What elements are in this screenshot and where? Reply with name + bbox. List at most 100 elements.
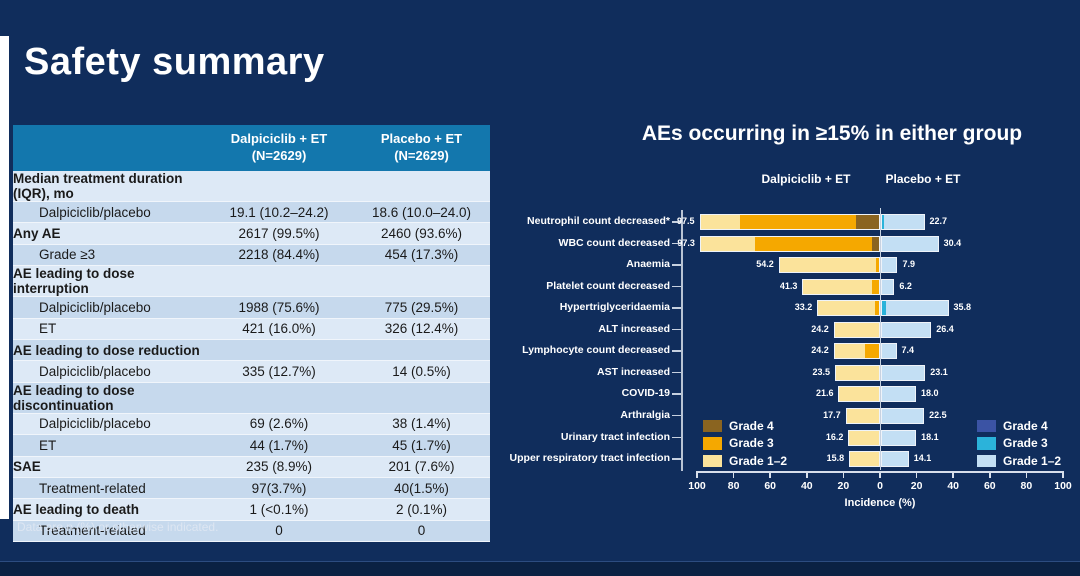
x-axis-tick-label: 40	[800, 480, 813, 492]
segment-grade-g12	[882, 279, 894, 294]
bar-placebo	[881, 343, 897, 360]
cell-placebo: 775 (29.5%)	[353, 296, 490, 319]
cell-label: Dalpiciclib/placebo	[13, 201, 205, 224]
x-axis-tick	[879, 471, 881, 478]
group-label-dalpiciclib: Dalpiciclib + ET	[761, 172, 851, 186]
segment-grade-g12	[886, 301, 948, 316]
cell-placebo: 0	[353, 520, 490, 543]
bar-value-placebo: 22.7	[929, 216, 948, 226]
cell-dalpiciclib: 69 (2.6%)	[205, 413, 353, 436]
table-row: Median treatment duration (IQR), mo	[13, 171, 490, 202]
x-axis-tick	[769, 471, 771, 478]
legend-swatch-icon	[977, 454, 996, 468]
x-axis-tick	[915, 471, 918, 478]
chart-category-label: Urinary tract infection	[560, 430, 670, 443]
x-axis-tick-label: 0	[877, 480, 883, 492]
cell-label: Treatment-related	[13, 477, 205, 500]
table-row: Dalpiciclib/placebo 19.1 (10.2–24.2) 18.6 …	[13, 201, 490, 224]
bar-dalpiciclib	[817, 300, 880, 317]
table-row: Treatment-related 97(3.7%) 40(1.5%)	[13, 477, 490, 500]
legend-label: Grade 1–2	[1003, 453, 1062, 468]
segment-grade-g12	[882, 236, 938, 251]
bar-placebo	[881, 407, 925, 424]
segment-grade-g12	[882, 430, 916, 445]
category-tick	[672, 328, 681, 331]
cell-label: Dalpiciclib/placebo	[13, 296, 205, 319]
bar-dalpiciclib	[835, 364, 880, 381]
column-n: (N=2629)	[251, 148, 307, 163]
legend-label: Grade 1–2	[729, 453, 788, 468]
cell-placebo: 2 (0.1%)	[353, 498, 490, 521]
legend-label: Grade 4	[729, 418, 774, 433]
bar-dalpiciclib	[778, 257, 880, 274]
x-axis-tick-label: 20	[910, 480, 923, 492]
table-row: SAE 235 (8.9%) 201 (7.6%)	[13, 456, 490, 478]
legend-item: Grade 4	[977, 417, 1061, 435]
segment-grade-g12	[882, 408, 924, 423]
x-axis-tick-label: 80	[727, 480, 740, 492]
bar-placebo	[881, 364, 926, 381]
chart-category-label: Neutrophil count decreased*	[527, 215, 670, 227]
legend-swatch-icon	[977, 419, 996, 433]
x-axis-tick-label: 100	[688, 480, 706, 492]
chart-category-label: AST increased	[597, 365, 670, 378]
segment-grade-g12	[834, 322, 879, 337]
category-tick	[672, 242, 681, 245]
x-axis-tick-label: 60	[764, 480, 777, 492]
bar-value-dalpiciclib: 41.3	[779, 280, 798, 291]
chart-category-label: Platelet count decreased	[546, 279, 670, 292]
bar-value-dalpiciclib: 33.2	[794, 302, 813, 313]
legend-swatch-icon	[703, 454, 722, 468]
bar-placebo	[881, 321, 932, 338]
x-axis-tick	[842, 471, 845, 478]
cell-dalpiciclib: 2218 (84.4%)	[205, 244, 353, 267]
legend-swatch-icon	[977, 437, 996, 450]
segment-grade-g3	[739, 215, 856, 229]
bar-value-placebo: 7.9	[902, 259, 915, 270]
table-header-dalpiciclib: Dalpiciclib + ET (N=2629)	[205, 125, 353, 171]
chart-category-label: Upper respiratory tract infection	[509, 452, 670, 465]
table-header-placebo: Placebo + ET (N=2629)	[353, 125, 490, 171]
table-header-empty	[13, 125, 205, 171]
bar-value-dalpiciclib: 23.5	[812, 366, 830, 377]
bar-dalpiciclib	[838, 386, 880, 403]
cell-placebo: 326 (12.4%)	[353, 318, 490, 340]
table-header-row: Dalpiciclib + ET (N=2629) Placebo + ET (…	[13, 125, 490, 171]
x-axis-tick	[1062, 471, 1064, 478]
left-accent-bar	[0, 36, 9, 519]
table-row: Dalpiciclib/placebo 1988 (75.6%) 775 (29.5…	[13, 296, 490, 319]
cell-placebo	[353, 339, 490, 362]
legend-label: Grade 3	[1003, 436, 1048, 451]
segment-grade-g12	[818, 301, 875, 316]
table-row: Dalpiciclib/placebo 69 (2.6%) 38 (1.4%)	[13, 413, 490, 436]
chart-category-label: Anaemia	[626, 258, 670, 271]
category-tick	[672, 350, 681, 352]
bar-value-dalpiciclib: 24.2	[811, 323, 829, 334]
legend-item: Grade 4	[703, 417, 787, 435]
x-axis-tick	[952, 471, 954, 478]
bar-value-dalpiciclib: 97.5	[677, 216, 695, 226]
x-axis-tick-label: 20	[837, 480, 850, 492]
cell-label: AE leading to dose reduction	[13, 339, 205, 362]
bar-dalpiciclib	[845, 407, 880, 424]
segment-grade-g3	[882, 215, 885, 229]
bottom-band	[0, 561, 1080, 576]
bar-value-dalpiciclib: 97.3	[677, 237, 695, 248]
cell-label: Any AE	[13, 222, 205, 245]
x-axis-tick	[732, 471, 735, 478]
cell-label: ET	[13, 318, 205, 340]
bar-value-placebo: 7.4	[901, 345, 915, 356]
bar-value-dalpiciclib: 21.6	[815, 388, 834, 399]
chart-category-label: Arthralgia	[620, 408, 670, 421]
legend-item: Grade 3	[703, 435, 787, 453]
table-row: AE leading to dose discontinuation	[13, 382, 490, 414]
segment-grade-g12	[882, 452, 908, 467]
category-tick	[672, 393, 681, 395]
table-row: AE leading to death 1 (<0.1%) 2 (0.1%)	[13, 498, 490, 521]
x-axis-tick-label: 40	[947, 480, 960, 492]
cell-dalpiciclib: 335 (12.7%)	[205, 360, 353, 383]
cell-dalpiciclib: 0	[205, 520, 353, 543]
table-footnote: Data are n (%) or otherwise indicated.	[17, 520, 219, 534]
segment-grade-g12	[882, 322, 931, 337]
column-n: (N=2629)	[394, 148, 449, 163]
